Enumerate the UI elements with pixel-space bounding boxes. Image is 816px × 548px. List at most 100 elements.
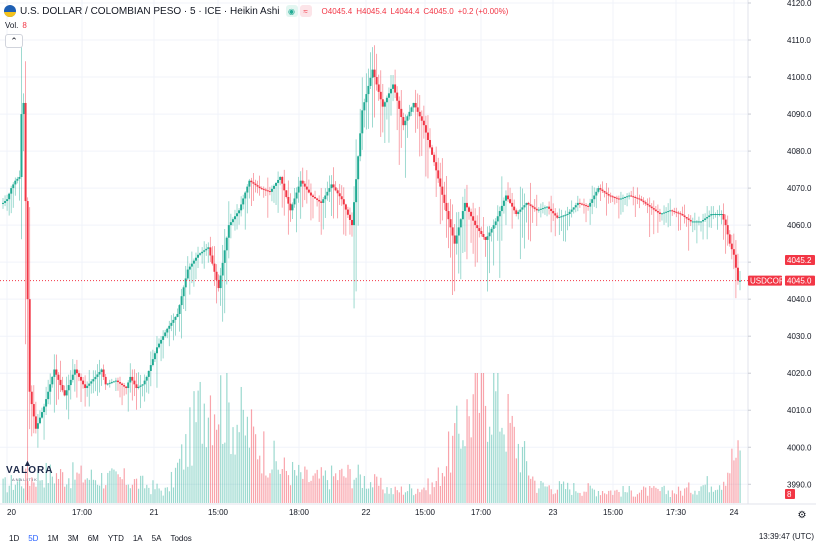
chevron-up-icon: ⌃ <box>10 35 18 46</box>
volume-bar <box>456 405 458 503</box>
volume-bar <box>392 494 394 503</box>
candle-body <box>145 376 148 381</box>
candle-body <box>96 374 99 377</box>
volume-bar <box>489 426 491 503</box>
volume-bar <box>552 494 554 503</box>
candle-body <box>689 219 692 222</box>
candle-body <box>334 187 337 191</box>
volume-bar <box>655 487 657 503</box>
volume-bar <box>207 417 209 503</box>
volume-bar <box>123 468 125 503</box>
volume-bar <box>462 440 464 503</box>
eye-icon[interactable]: ◉ <box>285 5 298 17</box>
volume-bar <box>538 488 540 503</box>
volume-bar <box>714 490 717 503</box>
volume-bar <box>361 487 363 503</box>
time-tick-label: 24 <box>730 508 739 517</box>
wave-icon[interactable]: ≈ <box>299 5 312 17</box>
time-tick-label: 17:00 <box>471 508 492 517</box>
volume-bar <box>166 487 168 503</box>
volume-bar <box>733 460 735 503</box>
volume-bar <box>491 434 493 503</box>
candle-body <box>480 231 483 235</box>
symbol-title[interactable]: U.S. DOLLAR / COLOMBIAN PESO · 5 · ICE ·… <box>20 5 280 17</box>
volume-bar <box>222 443 224 503</box>
volume-bar <box>472 394 474 503</box>
volume-bar <box>242 409 244 503</box>
candle-body <box>80 376 83 381</box>
timeframe-1m[interactable]: 1M <box>47 533 59 543</box>
volume-bar <box>616 489 618 503</box>
candle-body <box>663 212 666 214</box>
volume-bar <box>98 485 101 503</box>
candle-body <box>724 219 727 226</box>
price-tick-label: 4000.0 <box>787 443 812 452</box>
timeframe-todos[interactable]: Todos <box>170 533 192 543</box>
candle-body <box>215 271 218 280</box>
collapse-legend-button[interactable]: ⌃ <box>5 34 23 48</box>
candle-body <box>180 296 183 306</box>
candle-body <box>546 206 549 208</box>
volume-bar <box>673 493 676 503</box>
volume-bar <box>287 475 290 503</box>
candle-body <box>69 379 72 386</box>
volume-bar <box>433 487 435 503</box>
timeframe-5a[interactable]: 5A <box>151 533 162 543</box>
volume-bar <box>232 427 234 503</box>
price-tick-label: 4010.0 <box>787 406 812 415</box>
timeframe-6m[interactable]: 6M <box>87 533 99 543</box>
timeframe-3m[interactable]: 3M <box>67 533 79 543</box>
candle-body <box>626 196 629 198</box>
volume-bar <box>587 483 589 503</box>
utc-clock[interactable]: 13:39:47 (UTC) <box>758 532 814 541</box>
volume-bar <box>53 483 56 503</box>
candle-body <box>513 206 516 211</box>
candle-body <box>184 278 187 288</box>
candle-body <box>32 404 35 417</box>
timeframe-1a[interactable]: 1A <box>132 533 143 543</box>
volume-bar <box>133 479 136 503</box>
candle-body <box>309 192 312 196</box>
candle-body <box>174 316 177 320</box>
candle-body <box>472 216 475 221</box>
volume-bar <box>700 486 702 503</box>
price-chart[interactable]: 4120.0 4110.0 4100.0 4090.0 4080.0 4070.0 4060… <box>0 0 816 528</box>
volume-bar <box>335 473 337 503</box>
volume-bar <box>318 478 320 503</box>
candle-body <box>492 225 495 229</box>
last-high-label-bg <box>785 255 815 265</box>
volume-bar <box>495 391 497 503</box>
timeframe-1d[interactable]: 1D <box>9 533 20 543</box>
candle-body <box>328 188 331 192</box>
timeframe-ytd[interactable]: YTD <box>107 533 124 543</box>
volume-bar <box>624 492 626 503</box>
volume-bar <box>550 489 552 503</box>
volume-bar <box>111 468 113 503</box>
logo-sub: ANALITIK <box>12 477 38 482</box>
volume-bar <box>560 483 563 503</box>
volume-bar <box>148 487 150 503</box>
symbol-tag-bg <box>748 275 782 286</box>
candle-body <box>624 196 627 198</box>
settings-gear-icon[interactable]: ⚙ <box>797 509 807 521</box>
volume-bar <box>353 479 355 503</box>
volume-bar <box>277 469 279 503</box>
candle-body <box>582 204 585 206</box>
candle-body <box>186 269 189 279</box>
volume-bar <box>279 473 281 503</box>
timeframe-5d[interactable]: 5D <box>28 533 39 543</box>
candle-body <box>679 213 682 215</box>
volume-bar <box>692 494 694 503</box>
candlestick-series <box>2 45 741 501</box>
volume-bar <box>525 461 528 503</box>
volume-bar <box>205 447 207 503</box>
volume-bar <box>599 495 602 503</box>
volume-bar <box>589 485 591 503</box>
candle-body <box>699 221 702 223</box>
candle-body <box>303 183 306 187</box>
volume-bar <box>573 483 575 503</box>
candle-body <box>53 369 56 377</box>
volume-bar <box>228 402 230 503</box>
volume-bar <box>579 492 581 503</box>
candle-body <box>416 107 419 112</box>
